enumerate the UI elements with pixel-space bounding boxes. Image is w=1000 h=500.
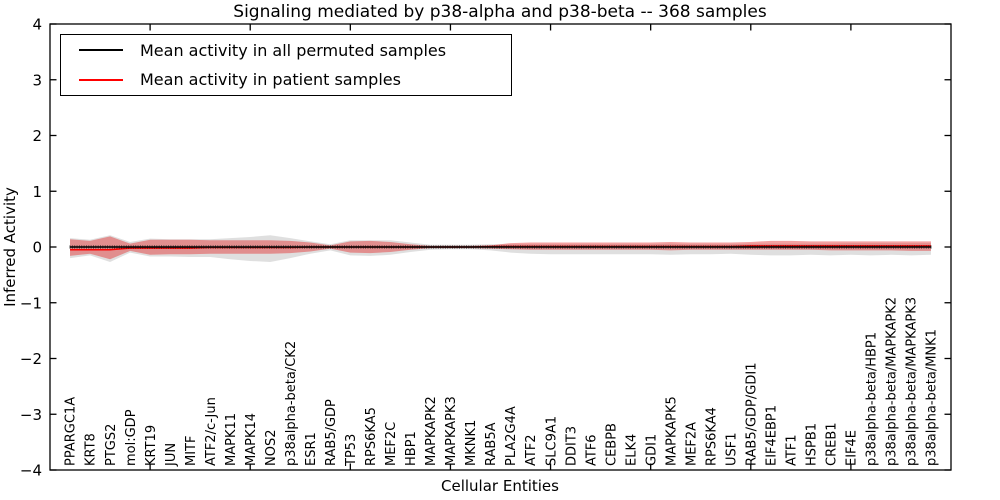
- entity-label: p38alpha-beta/MAPKAPK2: [885, 297, 900, 466]
- x-axis-title: Cellular Entities: [441, 477, 559, 495]
- y-tick-label: −2: [20, 350, 42, 368]
- entity-label: RPS6KA5: [364, 407, 379, 466]
- entity-label: MAPKAPK3: [444, 396, 459, 466]
- entity-label: RAB5A: [484, 422, 499, 466]
- permuted-line-icon: [79, 49, 123, 52]
- entity-label: MAPK11: [224, 413, 239, 466]
- legend-item-patient: Mean activity in patient samples: [61, 66, 511, 94]
- entity-label: SLC9A1: [544, 416, 559, 466]
- entity-label: ELK4: [624, 434, 639, 466]
- entity-label: MAPKAPK2: [424, 396, 439, 466]
- permuted_envelope-band: [70, 235, 931, 263]
- entity-label: RAB5/GDP: [324, 399, 339, 466]
- entity-label: ESR1: [304, 432, 319, 466]
- y-tick-label: 2: [32, 127, 42, 145]
- entity-label: TP53: [344, 434, 359, 467]
- entity-label: EIF4EBP1: [765, 405, 780, 466]
- y-tick-label: −3: [20, 406, 42, 424]
- entity-label: EIF4E: [845, 430, 860, 466]
- entity-label: CREB1: [825, 422, 840, 466]
- y-tick-label: −4: [20, 462, 42, 480]
- legend-label-patient: Mean activity in patient samples: [140, 70, 401, 90]
- entity-label: p38alpha-beta/CK2: [284, 341, 299, 466]
- entity-label: JUN: [164, 443, 179, 467]
- entity-label: PTGS2: [104, 424, 119, 466]
- entity-label: p38alpha-beta/MNK1: [925, 329, 940, 466]
- legend-label-permuted: Mean activity in all permuted samples: [140, 40, 447, 60]
- entity-label: MEF2C: [384, 422, 399, 466]
- x-ticks: [149, 24, 852, 470]
- entity-label: NOS2: [264, 430, 279, 466]
- entity-label: MEF2A: [684, 422, 699, 466]
- entity-label: USF1: [724, 432, 739, 466]
- entity-label: DDIT3: [564, 426, 579, 466]
- patient-line-icon: [79, 78, 123, 81]
- entity-label: mol:GDP: [124, 409, 139, 466]
- y-ticks: 4 3 2 1 0 −1 −2 −3 −4: [20, 16, 951, 480]
- entity-label: PLA2G4A: [504, 406, 519, 466]
- entity-label: MAPK14: [244, 413, 259, 466]
- y-tick-label: 0: [32, 239, 42, 257]
- entity-label: GDI1: [644, 434, 659, 466]
- chart-title: Signaling mediated by p38-alpha and p38-…: [233, 2, 767, 22]
- entity-label: KRT8: [84, 433, 99, 466]
- entity-label: ATF2/c-Jun: [204, 397, 219, 466]
- entity-label: p38alpha-beta/HBP1: [865, 332, 880, 466]
- entity-label: ATF2: [524, 434, 539, 466]
- entity-label: RAB5/GDP/GDI1: [744, 363, 759, 466]
- entity-label: KRT19: [144, 425, 159, 466]
- entity-label: PPARGC1A: [64, 397, 79, 466]
- entity-label: MITF: [184, 436, 199, 466]
- y-tick-label: −1: [20, 294, 42, 312]
- legend: Mean activity in all permuted samples Me…: [60, 34, 512, 96]
- patient_envelope-band: [70, 236, 931, 260]
- entity-label: HSPB1: [805, 423, 820, 466]
- y-tick-label: 4: [32, 16, 42, 34]
- entity-label: MAPKAPK5: [664, 396, 679, 466]
- entity-label: MKNK1: [464, 420, 479, 466]
- y-axis-title: Inferred Activity: [1, 187, 19, 307]
- entity-label: HBP1: [404, 431, 419, 466]
- entity-label: ATF6: [584, 434, 599, 466]
- x-tick-labels: PPARGC1A KRT8 PTGS2 mol:GDP KRT19 JUN MITF ATF2…: [64, 297, 940, 467]
- y-tick-label: 1: [32, 183, 42, 201]
- y-tick-label: 3: [32, 71, 42, 89]
- entity-label: RPS6KA4: [704, 407, 719, 466]
- entity-label: CEBPB: [604, 423, 619, 466]
- legend-item-permuted: Mean activity in all permuted samples: [61, 36, 511, 64]
- sample-tick-marks: [69, 245, 932, 249]
- entity-label: ATF1: [785, 434, 800, 466]
- entity-label: p38alpha-beta/MAPKAPK3: [905, 297, 920, 466]
